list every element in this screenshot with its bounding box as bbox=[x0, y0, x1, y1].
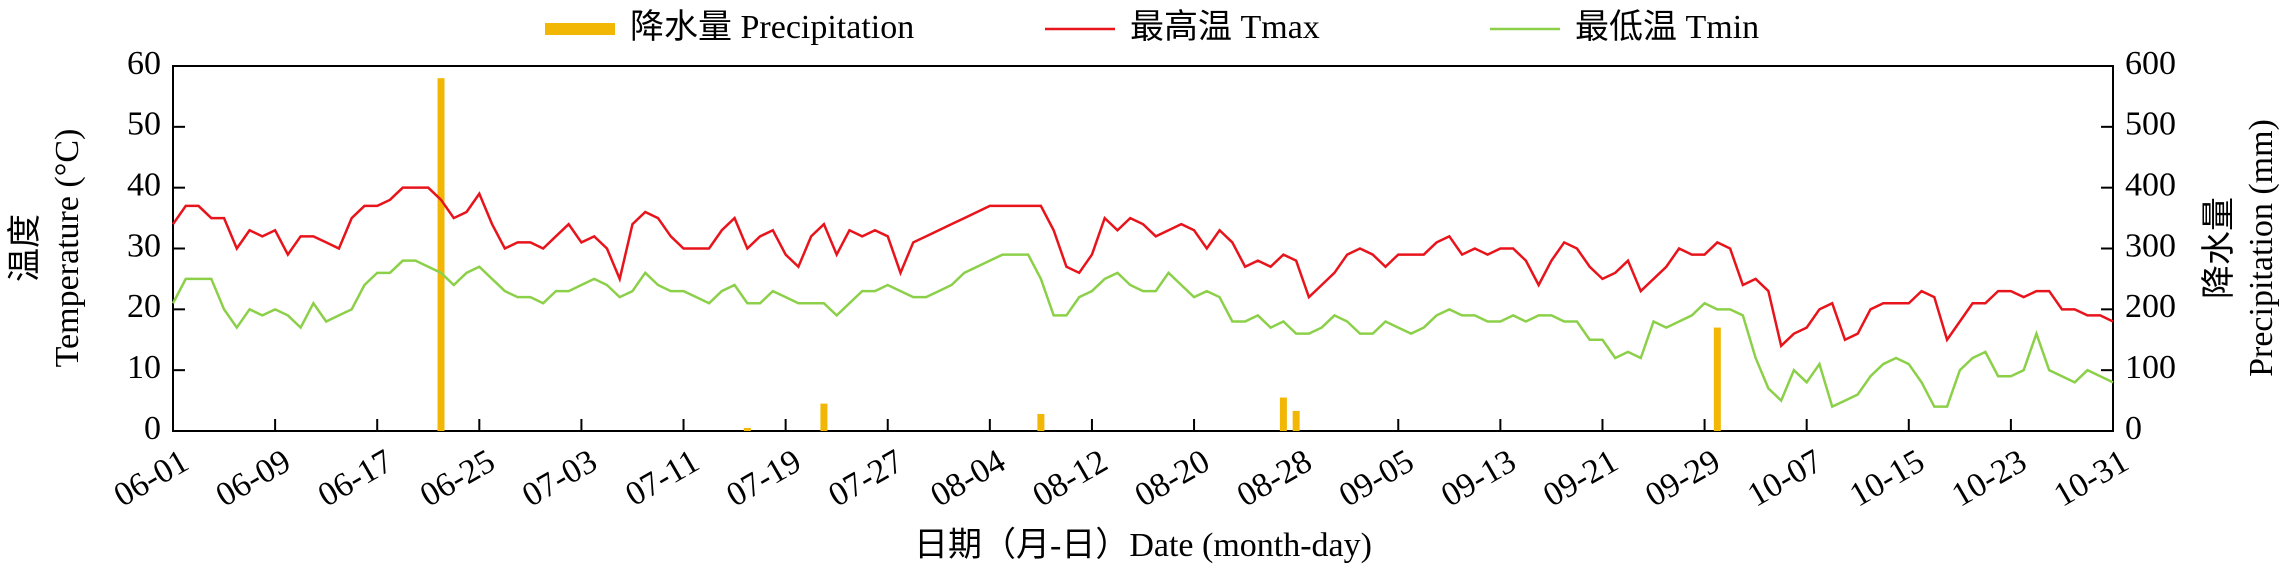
x-tick-label: 10-31 bbox=[2048, 443, 2135, 515]
y2-tick-label: 600 bbox=[2125, 45, 2176, 82]
y2-tick-label: 0 bbox=[2125, 410, 2142, 447]
precip-bar bbox=[743, 427, 751, 431]
y-tick-label: 10 bbox=[127, 349, 161, 386]
x-tick-label: 10-07 bbox=[1741, 443, 1828, 515]
y2-axis-label: Precipitation (mm) bbox=[2243, 119, 2280, 377]
legend-label: 最低温 Tmin bbox=[1575, 9, 1759, 46]
y2-tick-label: 100 bbox=[2125, 349, 2176, 386]
y-tick-label: 30 bbox=[127, 227, 161, 264]
precip-bar bbox=[1279, 397, 1287, 431]
y-tick-label: 50 bbox=[127, 106, 161, 143]
x-tick-label: 08-28 bbox=[1231, 443, 1318, 515]
y-tick-label: 60 bbox=[127, 45, 161, 82]
legend-label: 最高温 Tmax bbox=[1130, 8, 1320, 46]
x-tick-label: 10-15 bbox=[1843, 443, 1930, 515]
precip-bar bbox=[1713, 327, 1721, 431]
x-tick-label: 06-01 bbox=[108, 443, 195, 515]
precip-bar bbox=[820, 403, 828, 431]
x-tick-label: 07-03 bbox=[516, 443, 603, 515]
y2-tick-label: 500 bbox=[2125, 106, 2176, 143]
precip-bar bbox=[1292, 410, 1300, 431]
x-tick-label: 07-11 bbox=[619, 443, 705, 514]
temp-line bbox=[171, 253, 2114, 409]
x-tick-label: 09-05 bbox=[1333, 443, 1420, 515]
x-tick-label: 08-04 bbox=[925, 443, 1012, 515]
x-tick-label: 09-13 bbox=[1435, 443, 1522, 515]
y-tick-label: 0 bbox=[144, 410, 161, 447]
x-tick-label: 10-23 bbox=[1946, 443, 2033, 515]
y-tick-label: 40 bbox=[127, 166, 161, 203]
x-axis-label: 日期（月-日）Date (month-day) bbox=[914, 526, 1372, 564]
x-tick-label: 06-17 bbox=[312, 443, 399, 515]
temp-line bbox=[171, 186, 2114, 349]
precip-bar bbox=[1037, 413, 1045, 431]
x-tick-label: 09-29 bbox=[1639, 443, 1726, 515]
x-tick-label: 08-20 bbox=[1129, 443, 1216, 515]
x-tick-label: 06-25 bbox=[414, 443, 501, 515]
y-axis-label: 温度 bbox=[6, 214, 44, 282]
legend-swatch bbox=[545, 23, 615, 35]
x-tick-label: 06-09 bbox=[210, 443, 297, 515]
precip-bar bbox=[437, 78, 445, 432]
y2-tick-label: 300 bbox=[2125, 227, 2176, 264]
legend-label: 降水量 Precipitation bbox=[630, 8, 914, 46]
y2-tick-label: 400 bbox=[2125, 166, 2176, 203]
y-tick-label: 20 bbox=[127, 288, 161, 325]
x-tick-label: 07-27 bbox=[822, 443, 909, 515]
x-tick-label: 08-12 bbox=[1027, 443, 1114, 515]
y2-axis-label: 降水量 bbox=[2200, 197, 2238, 299]
x-tick-label: 07-19 bbox=[720, 443, 807, 515]
y-axis-label: Temperature (°C) bbox=[49, 129, 86, 368]
x-tick-label: 09-21 bbox=[1537, 443, 1624, 515]
y2-tick-label: 200 bbox=[2125, 288, 2176, 325]
